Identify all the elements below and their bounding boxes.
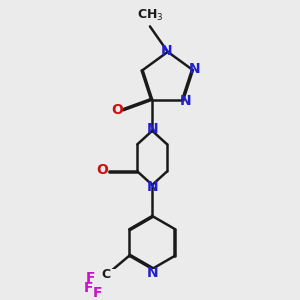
Text: N: N [189, 62, 200, 76]
Text: O: O [111, 103, 123, 117]
Text: F: F [85, 271, 95, 285]
Text: CH$_3$: CH$_3$ [136, 8, 163, 23]
Text: F: F [93, 286, 102, 300]
Text: N: N [161, 44, 173, 58]
Text: O: O [96, 164, 108, 178]
Text: C: C [101, 268, 110, 281]
Text: N: N [146, 266, 158, 280]
Text: F: F [84, 281, 93, 295]
Text: N: N [179, 94, 191, 108]
Text: N: N [146, 122, 158, 136]
Text: N: N [146, 180, 158, 194]
